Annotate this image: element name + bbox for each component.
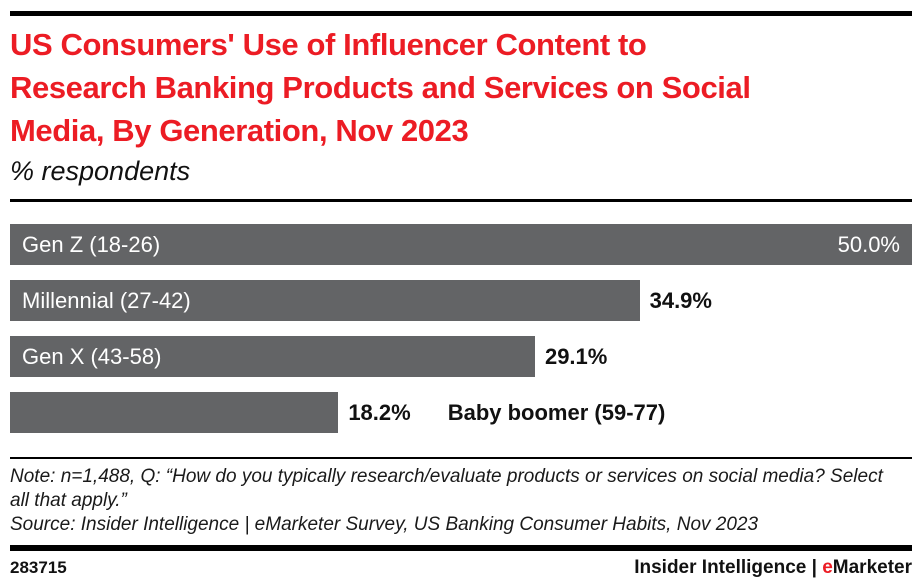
- title-line-3: Media, By Generation, Nov 2023: [10, 113, 469, 148]
- footer: 283715 Insider Intelligence | eMarketer: [10, 557, 912, 579]
- chart-subtitle: % respondents: [10, 156, 191, 186]
- brand-emarketer-rest: Marketer: [832, 557, 912, 578]
- bar-row-gen-z: Gen Z (18-26) 50.0%: [10, 224, 912, 265]
- bar-value-label: 50.0%: [837, 231, 900, 257]
- bar-chart: Gen Z (18-26) 50.0% Millennial (27-42) 3…: [10, 224, 912, 433]
- bar-millennial: Millennial (27-42): [10, 280, 640, 321]
- bar-value-label: 29.1%: [544, 343, 608, 369]
- bottom-divider: [10, 545, 912, 551]
- bar-category-label: Millennial (27-42): [22, 287, 191, 313]
- bar-row-gen-x: Gen X (43-58) 29.1%: [10, 336, 912, 377]
- source-text: Source: Insider Intelligence | eMarketer…: [10, 514, 759, 535]
- top-divider: [10, 11, 912, 16]
- bar-gen-x: Gen X (43-58): [10, 336, 535, 377]
- bar-category-label: Gen X (43-58): [22, 343, 162, 369]
- bar-value-label: 34.9%: [649, 287, 712, 313]
- bar-category-label: Baby boomer (59-77): [447, 399, 666, 425]
- title-line-2: Research Banking Products and Services o…: [10, 70, 751, 105]
- note-text: Note: n=1,488, Q: “How do you typically …: [10, 466, 883, 511]
- brand-insider-intelligence: Insider Intelligence: [634, 557, 807, 578]
- bar-category-label: Gen Z (18-26): [22, 231, 161, 257]
- title-line-1: US Consumers' Use of Influencer Content …: [10, 27, 647, 62]
- page-title: US Consumers' Use of Influencer Content …: [10, 23, 912, 152]
- header-divider: [10, 199, 912, 202]
- bar-row-millennial: Millennial (27-42) 34.9%: [10, 280, 912, 321]
- brand-logo: Insider Intelligence | eMarketer: [634, 557, 912, 579]
- chart-id: 283715: [10, 558, 67, 577]
- brand-emarketer-e: e: [822, 557, 833, 578]
- brand-separator: |: [806, 557, 823, 578]
- bar-gen-z: Gen Z (18-26) 50.0%: [10, 224, 912, 265]
- bar-row-baby-boomer: 18.2% Baby boomer (59-77): [10, 392, 912, 433]
- footnotes: Note: n=1,488, Q: “How do you typically …: [10, 465, 890, 537]
- bar-baby-boomer: [10, 392, 339, 433]
- note-divider: [10, 457, 912, 459]
- bar-value-label: 18.2%: [348, 399, 411, 425]
